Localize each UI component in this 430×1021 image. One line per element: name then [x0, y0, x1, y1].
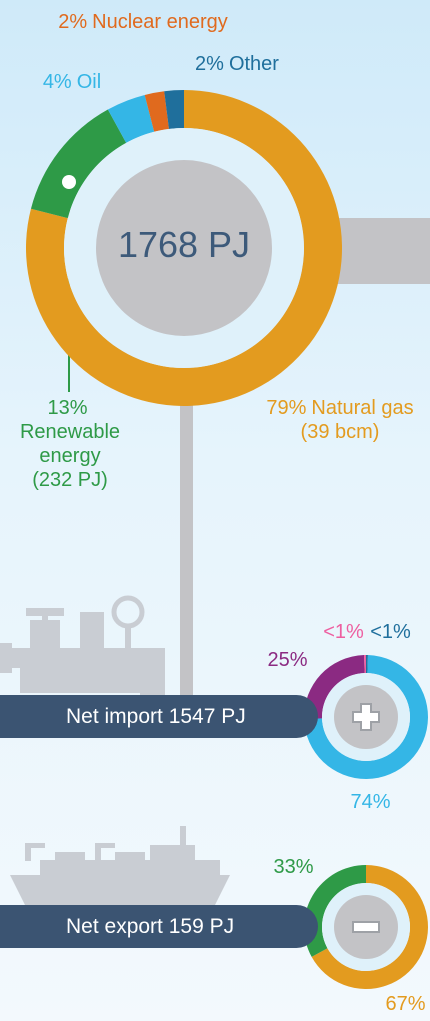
value-label: 2% — [58, 11, 88, 33]
donut-slice — [304, 655, 365, 719]
value-label: <1% — [323, 621, 364, 643]
category-label: Renewable energy — [19, 421, 121, 467]
value-label: 2% — [195, 53, 224, 75]
value-label: 67% — [385, 993, 426, 1015]
category-label: Oil — [76, 71, 102, 93]
value-label: 25% — [267, 649, 308, 671]
value-label: 74% — [350, 791, 391, 813]
category-label: Nuclear energy — [92, 11, 228, 33]
donut-slice — [164, 90, 184, 129]
minus-icon — [352, 921, 380, 933]
value-label: 79% — [266, 397, 307, 419]
slice-label: <1% — [321, 620, 371, 644]
donut-slice — [30, 109, 127, 219]
donut-slice — [144, 91, 169, 132]
donut-slice — [364, 655, 366, 674]
slice-label: 74% — [343, 790, 403, 814]
banner: Net export 159 PJ — [0, 905, 318, 948]
slice-label: 25% — [260, 648, 320, 672]
donut-slice — [366, 655, 368, 674]
category-label: Other — [228, 53, 279, 75]
value-label: 4% — [42, 71, 72, 93]
category-label: Natural gas — [311, 397, 414, 419]
donut-slice — [107, 94, 155, 143]
donut — [304, 655, 428, 779]
ship-icon — [10, 826, 230, 905]
slice-label: 67% — [378, 992, 430, 1016]
slice-label: 2% Other — [167, 52, 307, 76]
slice-label: <1% — [368, 620, 418, 644]
donut-slice — [304, 865, 366, 957]
sub-label: (232 PJ) — [32, 469, 108, 491]
marker-dot — [62, 175, 76, 189]
sub-label: (39 bcm) — [300, 421, 380, 443]
donut — [25, 90, 342, 407]
banner: Net import 1547 PJ — [0, 695, 318, 738]
center-label: 1768 PJ — [117, 224, 251, 265]
slice-label: 4% Oil — [12, 70, 132, 94]
plus-icon — [352, 703, 380, 731]
slice-label: 2% Nuclear energy — [23, 10, 263, 34]
donut — [304, 865, 429, 990]
value-label: 13% — [47, 397, 88, 419]
slice-label: 79% Natural gas (39 bcm) — [250, 396, 430, 444]
slice-label: 13% Renewable energy (232 PJ) — [15, 396, 125, 492]
value-label: <1% — [370, 621, 411, 643]
donut-slice — [311, 865, 429, 990]
center-disc — [96, 160, 272, 336]
value-label: 33% — [273, 856, 314, 878]
pipe-icon — [0, 595, 165, 700]
slice-label: 33% — [266, 855, 326, 879]
